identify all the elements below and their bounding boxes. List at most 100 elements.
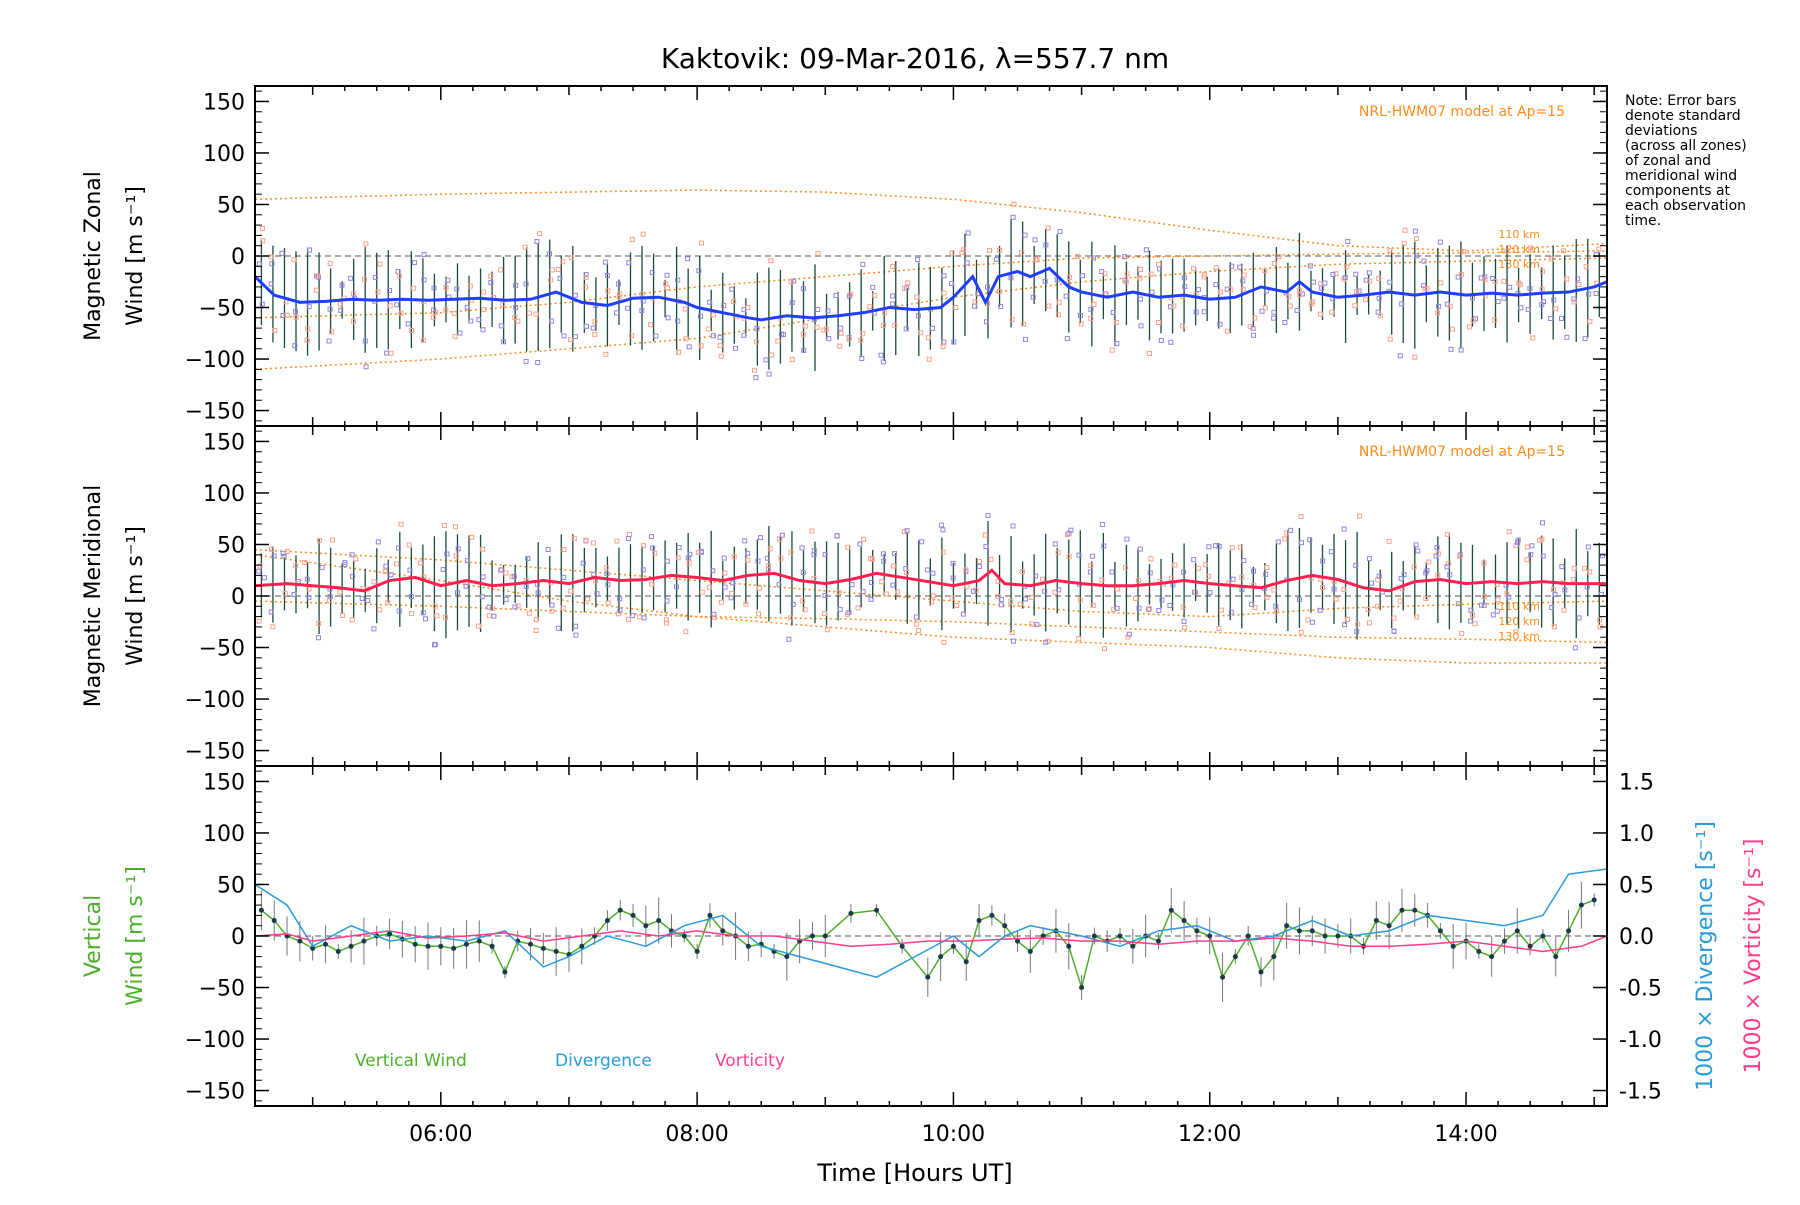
- scatter-point: [775, 338, 781, 344]
- scatter-point: [555, 266, 561, 272]
- vertical-point: [1181, 918, 1187, 924]
- scatter-point: [733, 345, 739, 351]
- scatter-point: [742, 538, 748, 544]
- scatter-point: [377, 607, 383, 613]
- scatter-point: [890, 293, 896, 299]
- scatter-point: [683, 629, 689, 635]
- y2-tick-label: 0.5: [1619, 873, 1654, 898]
- scatter-point: [848, 291, 854, 297]
- vertical-point: [1245, 933, 1251, 939]
- scatter-point: [1181, 618, 1187, 624]
- scatter-point: [1352, 303, 1358, 309]
- scatter-point: [1447, 303, 1453, 309]
- scatter-point: [1180, 323, 1186, 329]
- scatter-point: [1309, 619, 1315, 625]
- scatter-point: [604, 571, 610, 577]
- scatter-point: [800, 570, 806, 576]
- vertical-point: [989, 912, 995, 918]
- scatter-point: [653, 333, 659, 339]
- scatter-point: [1043, 242, 1049, 248]
- scatter-point: [480, 327, 486, 333]
- scatter-point: [1549, 256, 1555, 262]
- vertical-point: [1079, 985, 1085, 991]
- y-label-line1: Magnetic Zonal: [81, 171, 106, 341]
- scatter-point: [1411, 564, 1417, 570]
- scatter-point: [1056, 587, 1062, 593]
- scatter-point: [1052, 541, 1058, 547]
- scatter-point: [1042, 588, 1048, 594]
- scatter-point: [1216, 626, 1222, 632]
- scatter-point: [707, 299, 713, 305]
- scatter-point: [1342, 622, 1348, 628]
- scatter-point: [1181, 569, 1187, 575]
- scatter-point: [1077, 312, 1083, 318]
- scatter-point: [583, 284, 589, 290]
- scatter-point: [822, 593, 828, 599]
- scatter-point: [916, 628, 922, 634]
- mean-wind-line: [254, 568, 1607, 593]
- scatter-point: [915, 257, 921, 263]
- scatter-point: [872, 293, 878, 299]
- scatter-point: [1193, 309, 1199, 315]
- scatter-point: [1102, 271, 1108, 277]
- scatter-point: [1227, 287, 1233, 293]
- scatter-point: [455, 590, 461, 596]
- scatter-point: [1414, 614, 1420, 620]
- scatter-point: [1363, 277, 1369, 283]
- scatter-point: [1099, 522, 1105, 528]
- scatter-point: [1055, 550, 1061, 556]
- y-tick-label: 50: [217, 533, 245, 558]
- scatter-point: [1437, 239, 1443, 245]
- scatter-point: [754, 326, 760, 332]
- scatter-point: [640, 567, 646, 573]
- scatter-point: [388, 572, 394, 578]
- scatter-point: [1401, 572, 1407, 578]
- scatter-point: [420, 610, 426, 616]
- scatter-point: [1190, 266, 1196, 272]
- y-tick-label: 100: [203, 482, 245, 507]
- scatter-point: [547, 251, 553, 257]
- scatter-point: [857, 541, 863, 547]
- scatter-point: [1159, 597, 1165, 603]
- scatter-point: [824, 627, 830, 633]
- scatter-point: [1597, 617, 1603, 623]
- scatter-point: [268, 281, 274, 287]
- scatter-point: [1040, 576, 1046, 582]
- y-label-line2: Wind [m s⁻¹]: [123, 526, 148, 666]
- scatter-point: [613, 310, 619, 316]
- scatter-point: [1495, 299, 1501, 305]
- scatter-point: [1251, 332, 1257, 338]
- scatter-point: [904, 569, 910, 575]
- scatter-point: [371, 626, 377, 632]
- scatter-point: [789, 357, 795, 363]
- vertical-point: [1540, 933, 1546, 939]
- scatter-point: [1310, 299, 1316, 305]
- scatter-point: [1413, 235, 1419, 241]
- scatter-point: [940, 549, 946, 555]
- scatter-point: [304, 337, 310, 343]
- scatter-point: [382, 569, 388, 575]
- scatter-point: [1386, 538, 1392, 544]
- scatter-point: [353, 556, 359, 562]
- legend-divergence: Divergence: [555, 1051, 652, 1071]
- scatter-point: [1122, 254, 1128, 260]
- scatter-point: [1330, 271, 1336, 277]
- scatter-point: [640, 231, 646, 237]
- vertical-point: [476, 938, 482, 944]
- scatter-point: [590, 325, 596, 331]
- scatter-point: [929, 599, 935, 605]
- scatter-point: [1455, 601, 1461, 607]
- scatter-point: [676, 545, 682, 551]
- vertical-point: [1002, 923, 1008, 929]
- scatter-point: [811, 576, 817, 582]
- scatter-point: [629, 333, 635, 339]
- scatter-point: [270, 624, 276, 630]
- scatter-point: [1549, 605, 1555, 611]
- scatter-point: [479, 594, 485, 600]
- scatter-point: [269, 546, 275, 552]
- scatter-point: [675, 318, 681, 324]
- scatter-point: [445, 277, 451, 283]
- scatter-point: [1354, 629, 1360, 635]
- scatter-point: [1345, 238, 1351, 244]
